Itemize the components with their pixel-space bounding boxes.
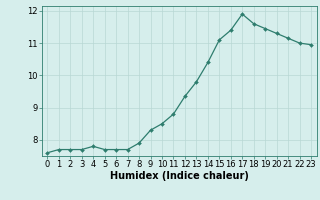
X-axis label: Humidex (Indice chaleur): Humidex (Indice chaleur) (110, 171, 249, 181)
